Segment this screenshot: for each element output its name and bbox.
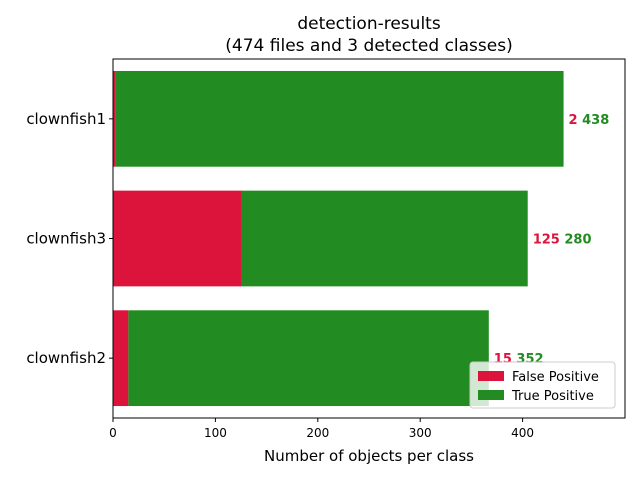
bar-clownfish2-false-positive	[113, 310, 129, 407]
x-tick-label-200: 200	[306, 426, 329, 440]
data-label-clownfish1-true-positive: 438	[578, 113, 610, 128]
x-axis-label: Number of objects per class	[264, 447, 474, 465]
plot-frame	[112, 58, 626, 419]
legend-swatch-true-positive	[478, 390, 504, 400]
legend: False Positive True Positive	[469, 361, 616, 409]
bar-clownfish1-false-positive	[113, 70, 116, 167]
bar-clownfish3-false-positive	[113, 190, 241, 287]
y-tick-label-clownfish2: clownfish2	[26, 349, 106, 367]
chart-title-line2: (474 files and 3 detected classes)	[225, 36, 512, 56]
chart-title-line1: detection-results	[297, 14, 441, 34]
legend-label-false-positive: False Positive	[512, 370, 599, 385]
legend-box	[469, 361, 616, 409]
legend-swatch-false-positive	[478, 371, 504, 381]
data-label-clownfish1-false-positive: 2	[569, 113, 578, 128]
bar-clownfish1-true-positive	[115, 70, 564, 167]
legend-label-true-positive: True Positive	[511, 389, 594, 404]
x-tick-label-100: 100	[204, 426, 227, 440]
x-tick-label-300: 300	[409, 426, 432, 440]
data-label-clownfish3: 125 280	[533, 233, 592, 248]
data-label-clownfish3-true-positive: 280	[560, 233, 592, 248]
data-label-clownfish1: 2 438	[569, 113, 610, 128]
y-tick-label-clownfish3: clownfish3	[26, 230, 106, 248]
x-tick-label-400: 400	[511, 426, 534, 440]
bars-group	[113, 70, 564, 407]
bar-clownfish2-true-positive	[128, 310, 489, 407]
x-tick-label-0: 0	[109, 426, 117, 440]
data-label-clownfish3-false-positive: 125	[533, 233, 560, 248]
axes-group: clownfish1 clownfish3 clownfish2 0 100 200 300…	[26, 58, 626, 440]
y-tick-label-clownfish1: clownfish1	[26, 110, 106, 128]
bar-clownfish3-true-positive	[241, 190, 528, 287]
